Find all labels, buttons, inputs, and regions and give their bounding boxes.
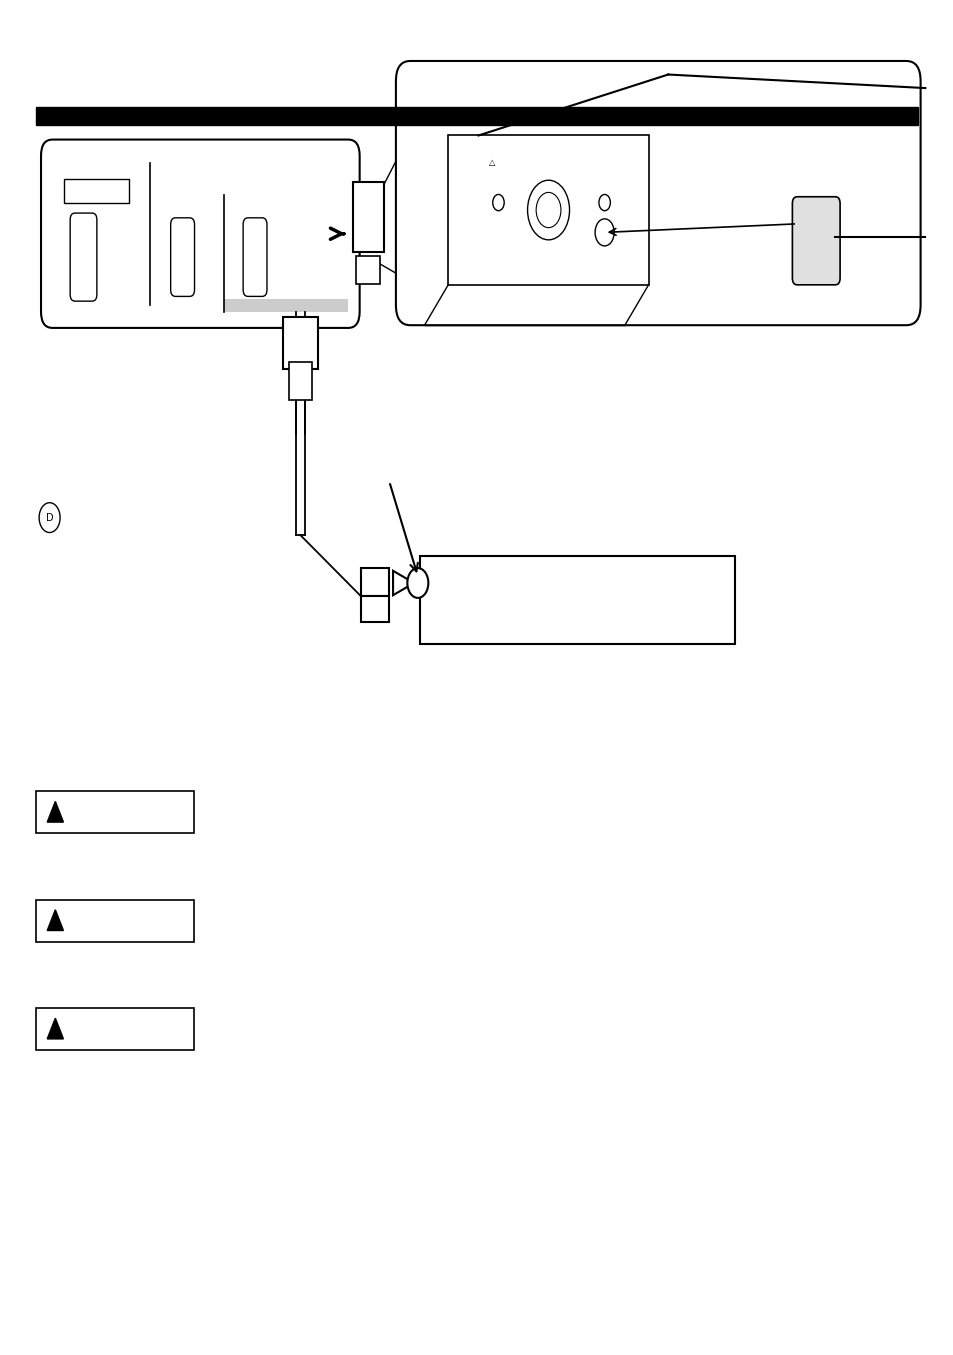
Circle shape <box>527 180 569 240</box>
FancyBboxPatch shape <box>41 140 359 328</box>
Bar <box>36 107 917 125</box>
Polygon shape <box>48 909 64 931</box>
Text: △: △ <box>489 157 496 167</box>
Bar <box>64 179 129 202</box>
Bar <box>36 900 193 942</box>
Bar <box>355 256 380 285</box>
FancyBboxPatch shape <box>243 218 267 297</box>
Polygon shape <box>393 570 414 595</box>
FancyBboxPatch shape <box>171 218 194 297</box>
Bar <box>224 299 348 312</box>
Circle shape <box>492 194 503 211</box>
FancyBboxPatch shape <box>71 213 97 301</box>
FancyBboxPatch shape <box>395 61 920 325</box>
Bar <box>448 136 648 285</box>
Bar <box>419 556 734 644</box>
Circle shape <box>598 194 610 211</box>
FancyBboxPatch shape <box>792 196 840 285</box>
Text: D: D <box>46 512 53 523</box>
Polygon shape <box>48 801 64 822</box>
Bar <box>283 317 317 369</box>
Bar <box>36 1008 193 1050</box>
Circle shape <box>39 503 60 533</box>
Circle shape <box>595 218 614 247</box>
Bar <box>360 568 389 596</box>
Bar <box>289 362 312 400</box>
Polygon shape <box>48 1018 64 1039</box>
Bar <box>36 791 193 833</box>
Bar <box>353 182 383 252</box>
Circle shape <box>536 192 560 228</box>
Bar <box>360 596 389 622</box>
Circle shape <box>407 568 428 598</box>
